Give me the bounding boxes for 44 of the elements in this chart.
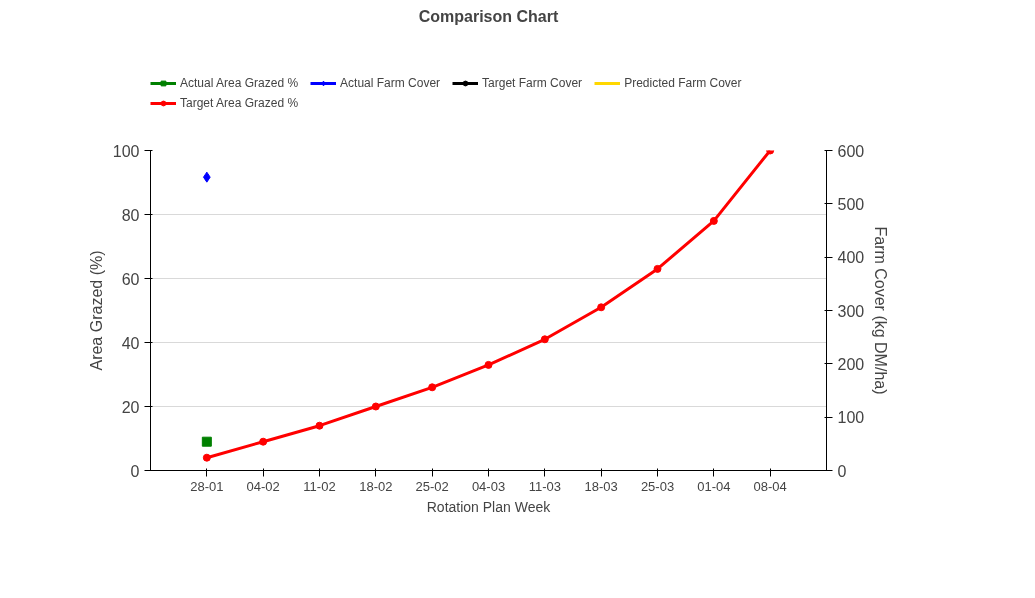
legend-label: Predicted Farm Cover (624, 76, 742, 90)
x-tick-label: 04-02 (246, 478, 280, 494)
point (201, 436, 212, 447)
chart-title: Comparison Chart (418, 7, 559, 25)
legend-label: Actual Area Grazed % (180, 76, 299, 90)
y2-axis-title: Farm Cover (kg DM/ha) (872, 226, 890, 395)
x-tick-label: 25-02 (415, 478, 449, 494)
point (371, 402, 380, 411)
y-tick-label: 20 (121, 398, 140, 416)
legend-label: Actual Farm Cover (340, 76, 441, 90)
point (709, 216, 718, 225)
point (597, 303, 606, 312)
y2-tick-label: 0 (837, 462, 847, 480)
y-axis-title: Area Grazed (%) (87, 250, 105, 371)
x-tick-label: 08-04 (753, 478, 787, 494)
point (428, 383, 437, 392)
x-tick-label: 11-03 (528, 478, 561, 494)
y-tick-label: 60 (121, 270, 140, 288)
y-tick-label: 0 (130, 462, 140, 480)
y-tick-label: 80 (121, 206, 140, 224)
y2-tick-label: 200 (837, 355, 865, 373)
point (653, 264, 662, 273)
y-tick-label: 100 (112, 142, 140, 160)
point (315, 421, 324, 430)
x-tick-label: 28-01 (190, 478, 224, 494)
x-tick-label: 18-03 (584, 478, 618, 494)
y2-tick-label: 300 (837, 302, 865, 320)
x-tick-label: 18-02 (359, 478, 393, 494)
point (202, 453, 211, 462)
y2-tick-label: 500 (837, 195, 865, 213)
y-tick-label: 40 (121, 334, 140, 352)
x-axis-title: Rotation Plan Week (426, 498, 552, 515)
y2-tick-label: 600 (837, 142, 865, 160)
y2-tick-label: 100 (837, 409, 865, 427)
x-tick-label: 04-03 (471, 478, 506, 494)
x-tick-label: 01-04 (697, 478, 731, 494)
x-tick-label: 25-03 (640, 478, 675, 494)
legend-label: Target Farm Cover (482, 76, 583, 90)
x-tick-label: 11-02 (303, 478, 336, 494)
legend-label: Target Area Grazed % (180, 96, 299, 110)
point (540, 335, 549, 344)
y2-tick-label: 400 (837, 249, 865, 267)
point (259, 437, 268, 446)
point (484, 360, 493, 369)
